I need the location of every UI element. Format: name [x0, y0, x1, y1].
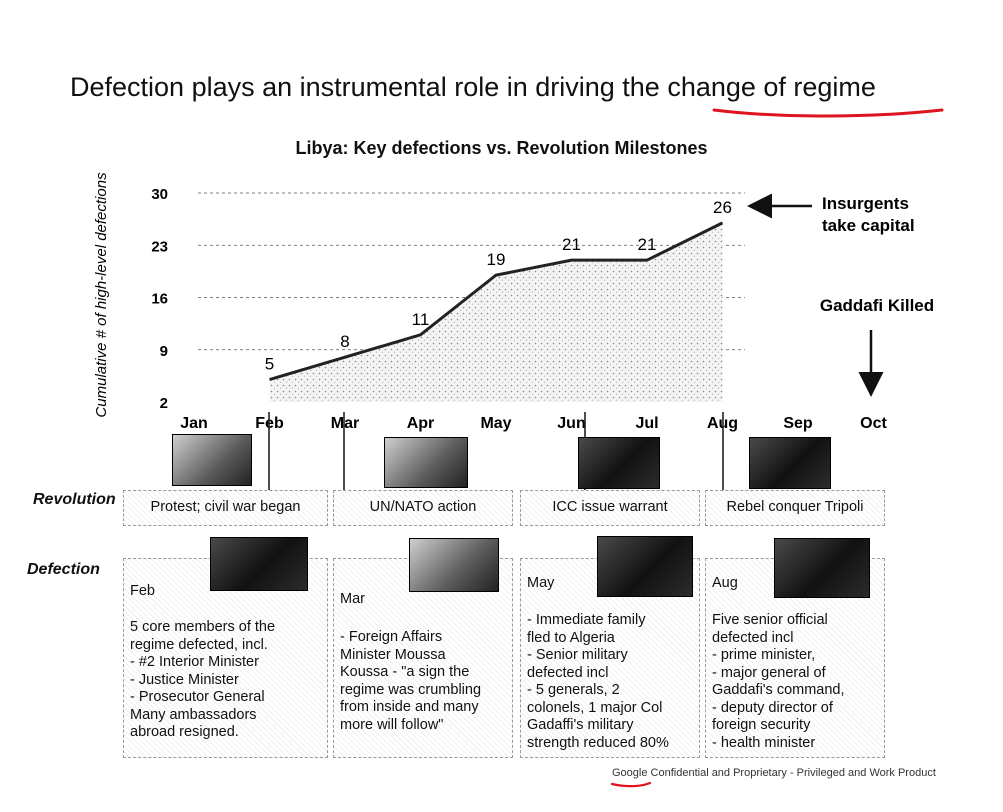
defection-may-line: defected incl	[527, 664, 609, 681]
defection-feb-line: - #2 Interior Minister	[130, 654, 259, 670]
defection-aug-line: foreign security	[712, 717, 811, 733]
defections-line	[269, 221, 724, 382]
defection-feb-line: - Prosecutor General	[130, 689, 265, 705]
data-label: 8	[340, 332, 349, 351]
defections-area	[269, 222, 723, 402]
defection-aug-line: - major general of	[712, 664, 826, 681]
defection-aug-line: - health minister	[712, 734, 816, 751]
headline-highlight: change of regime	[667, 72, 876, 102]
defection-may-line: fled to Algeria	[527, 629, 615, 646]
x-tick-label: Oct	[860, 415, 887, 432]
annotation-insurgents: Insurgents take capital	[747, 193, 915, 235]
y-tick-label: 16	[151, 291, 168, 308]
defection-aug-line: defected incl	[712, 629, 794, 646]
revolution-box-feb: Protest; civil war began	[123, 490, 328, 526]
data-label: 5	[265, 355, 274, 374]
row-label-revolution: Revolution	[33, 491, 116, 508]
defection-feb-line: Many ambassadors	[130, 706, 257, 723]
footer-brand: Google	[612, 767, 648, 779]
defection-mar-line: more will follow"	[340, 716, 444, 733]
defection-may-details: - Immediate family fled to Algeria - Sen…	[527, 612, 695, 752]
defection-feb-line: abroad resigned.	[130, 724, 239, 740]
x-tick-label: Jan	[180, 415, 208, 432]
data-label: 21	[562, 235, 581, 254]
x-tick-label: Mar	[331, 415, 359, 432]
revolution-mar-text: UN/NATO action	[369, 499, 477, 516]
defection-may-line: - 5 generals, 2	[527, 682, 620, 698]
revolution-feb-text: Protest; civil war began	[150, 499, 301, 516]
defection-aug-details: Five senior official defected incl - pri…	[712, 612, 880, 752]
defection-mar-month: Mar	[340, 591, 365, 607]
x-tick-label: Jun	[557, 415, 585, 432]
revolution-aug-text: Rebel conquer Tripoli	[726, 499, 864, 516]
tripoli-photo	[749, 437, 831, 489]
defection-may-line: colonels, 1 major Col	[527, 699, 663, 716]
defection-aug-line: - deputy director of	[712, 699, 833, 716]
defector-may-photo	[597, 536, 693, 597]
defection-aug-line: Five senior official	[712, 612, 828, 628]
defection-may-line: strength reduced 80%	[527, 734, 669, 751]
icc-photo	[578, 437, 660, 489]
row-label-defection: Defection	[27, 561, 100, 578]
annotation-gaddafi: Gaddafi Killed	[820, 296, 934, 397]
annotation-gaddafi-text: Gaddafi Killed	[820, 296, 934, 315]
defection-feb-month: Feb	[130, 583, 155, 599]
defection-feb-details: 5 core members of the regime defected, i…	[130, 619, 323, 742]
y-axis-label: Cumulative # of high-level defections	[93, 172, 110, 418]
data-label: 26	[713, 198, 732, 217]
data-label: 11	[412, 310, 430, 329]
y-tick-label: 2	[160, 395, 168, 412]
protest-photo	[172, 434, 252, 486]
data-label: 21	[638, 235, 657, 254]
y-tick-label: 9	[160, 343, 168, 360]
defection-aug-line: Gaddafi's command,	[712, 682, 845, 698]
y-tick-label: 30	[151, 186, 168, 203]
x-tick-label: Sep	[783, 415, 813, 432]
defection-aug-month: Aug	[712, 575, 738, 591]
annotation-insurgents-line2: take capital	[822, 216, 915, 235]
defection-mar-details: - Foreign Affairs Minister Moussa Koussa…	[340, 629, 508, 734]
revolution-box-aug: Rebel conquer Tripoli	[705, 490, 885, 526]
defection-mar-line: - Foreign Affairs	[340, 629, 443, 645]
revolution-box-mar: UN/NATO action	[333, 490, 513, 526]
x-tick-label: Jul	[635, 415, 658, 432]
x-tick-label: May	[480, 415, 511, 432]
defection-mar-line: from inside and many	[340, 699, 479, 715]
defection-mar-line: Minister Moussa	[340, 646, 446, 663]
defector-mar-photo	[409, 538, 499, 592]
un-nato-photo	[384, 437, 468, 488]
annotation-insurgents-line1: Insurgents	[822, 194, 909, 213]
data-label: 19	[487, 250, 506, 269]
revolution-jun-text: ICC issue warrant	[552, 499, 668, 516]
footer-text: Confidential and Proprietary - Privilege…	[647, 767, 936, 779]
defection-feb-line: 5 core members of the	[130, 619, 276, 635]
defection-feb-line: - Justice Minister	[130, 671, 239, 688]
defection-mar-line: Koussa - "a sign the	[340, 664, 470, 680]
defector-aug-photo	[774, 538, 870, 598]
defector-feb-photo	[210, 537, 308, 591]
defection-may-line: - Immediate family	[527, 612, 646, 628]
confidentiality-footer: Google Confidential and Proprietary - Pr…	[612, 767, 936, 779]
chart-title: Libya: Key defections vs. Revolution Mil…	[295, 138, 708, 158]
revolution-box-jun: ICC issue warrant	[520, 490, 700, 526]
defection-may-line: Gadaffi's military	[527, 717, 634, 733]
y-tick-label: 23	[151, 238, 168, 255]
defection-aug-line: - prime minister,	[712, 647, 816, 663]
defection-feb-line: regime defected, incl.	[130, 636, 268, 653]
slide-headline: Defection plays an instrumental role in …	[70, 72, 876, 103]
x-tick-label: Apr	[407, 415, 435, 432]
defection-may-line: - Senior military	[527, 647, 628, 663]
defection-mar-line: regime was crumbling	[340, 681, 482, 698]
defection-may-month: May	[527, 575, 555, 591]
headline-prefix: Defection plays an instrumental role in …	[70, 72, 668, 102]
defection-box-feb: Feb 5 core members of the regime defecte…	[123, 558, 328, 758]
